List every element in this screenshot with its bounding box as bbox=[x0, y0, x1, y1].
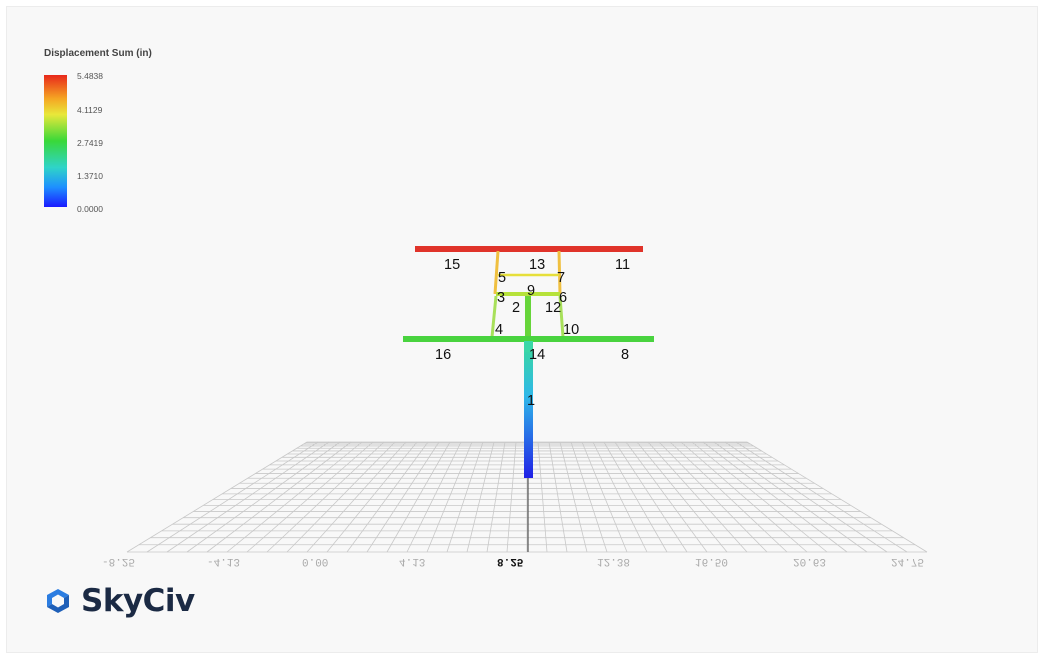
grid-line bbox=[537, 441, 548, 553]
grid-line bbox=[658, 441, 768, 553]
grid-line bbox=[669, 441, 788, 553]
skyciv-logo-icon bbox=[47, 589, 69, 613]
grid-line bbox=[614, 441, 688, 553]
x-tick-label: 20.63 bbox=[793, 555, 826, 567]
member-label-3: 3 bbox=[497, 290, 505, 306]
member-label-11: 11 bbox=[615, 257, 630, 273]
legend-tick-mid: 2.7419 bbox=[77, 138, 103, 148]
x-tick-label: 0.00 bbox=[302, 555, 328, 567]
legend-title: Displacement Sum (in) bbox=[44, 48, 152, 59]
grid-line bbox=[266, 441, 385, 553]
x-tick-label: 16.50 bbox=[695, 555, 728, 567]
brand-name: SkyCiv bbox=[81, 583, 195, 619]
grid-line bbox=[636, 441, 728, 553]
skyciv-logo[interactable]: SkyCiv bbox=[43, 581, 195, 621]
grid-line bbox=[592, 441, 648, 553]
member-label-13: 13 bbox=[529, 257, 545, 273]
ground-grid bbox=[126, 441, 928, 553]
member-label-10: 10 bbox=[563, 322, 579, 338]
grid-line bbox=[548, 441, 568, 553]
grid-line bbox=[724, 441, 888, 553]
x-axis-tick-labels: -8.25 -4.13 0.00 4.13 8.25 12.38 16.50 20.63 24.… bbox=[102, 555, 924, 567]
member-label-2: 2 bbox=[512, 300, 520, 316]
grid-line bbox=[702, 441, 848, 553]
grid-line bbox=[226, 441, 363, 553]
grid-line bbox=[570, 441, 608, 553]
grid-line bbox=[506, 441, 517, 553]
grid-line bbox=[466, 441, 495, 553]
member-3[interactable] bbox=[490, 295, 498, 338]
grid-line bbox=[306, 441, 407, 553]
grid-line bbox=[186, 441, 341, 553]
member-label-12: 12 bbox=[545, 300, 561, 316]
grid-line bbox=[680, 441, 808, 553]
x-tick-label: -4.13 bbox=[207, 555, 240, 567]
structure-3d-view[interactable]: -8.25 -4.13 0.00 4.13 8.25 12.38 16.50 20.63 24.… bbox=[7, 7, 1037, 652]
grid-line bbox=[486, 441, 506, 553]
grid-line bbox=[735, 441, 908, 553]
structure-members[interactable] bbox=[403, 246, 654, 478]
grid-line bbox=[559, 441, 588, 553]
grid-line bbox=[386, 441, 451, 553]
grid-line bbox=[647, 441, 748, 553]
member-label-14: 14 bbox=[529, 347, 545, 363]
member-label-6: 6 bbox=[559, 290, 567, 306]
grid-line bbox=[691, 441, 828, 553]
x-tick-label: -8.25 bbox=[102, 555, 135, 567]
grid-line bbox=[206, 441, 352, 553]
model-viewport[interactable]: -8.25 -4.13 0.00 4.13 8.25 12.38 16.50 20.63 24.… bbox=[6, 6, 1038, 653]
grid-line bbox=[581, 441, 628, 553]
grid-line bbox=[246, 441, 374, 553]
x-tick-label: 24.75 bbox=[891, 555, 924, 567]
member-7[interactable] bbox=[557, 250, 562, 295]
member-label-4: 4 bbox=[495, 322, 503, 338]
grid-line bbox=[406, 441, 462, 553]
legend-tick-high: 4.1129 bbox=[77, 105, 103, 115]
legend-tick-max: 5.4838 bbox=[77, 71, 103, 81]
member-label-15: 15 bbox=[444, 257, 460, 273]
grid-line bbox=[126, 441, 308, 553]
grid-line bbox=[746, 441, 928, 553]
grid-line bbox=[426, 441, 473, 553]
member-label-16: 16 bbox=[435, 347, 451, 363]
member-6[interactable] bbox=[558, 295, 565, 338]
grid-line bbox=[346, 441, 429, 553]
legend-color-bar bbox=[44, 75, 67, 207]
member-label-5: 5 bbox=[498, 270, 506, 286]
grid-line bbox=[446, 441, 484, 553]
legend-tick-low: 1.3710 bbox=[77, 171, 103, 181]
grid-line bbox=[286, 441, 396, 553]
grid-line bbox=[603, 441, 668, 553]
member-labels: 15 13 11 5 7 9 3 6 2 12 4 10 16 14 8 1 bbox=[435, 257, 630, 409]
grid-line bbox=[713, 441, 868, 553]
member-1[interactable] bbox=[524, 341, 533, 478]
member-label-8: 8 bbox=[621, 347, 629, 363]
grid-line bbox=[625, 441, 708, 553]
grid-line bbox=[326, 441, 418, 553]
x-tick-label: 12.38 bbox=[597, 555, 630, 567]
legend-tick-min: 0.0000 bbox=[77, 204, 103, 214]
member-label-7: 7 bbox=[557, 270, 565, 286]
member-5[interactable] bbox=[493, 250, 500, 295]
grid-line bbox=[366, 441, 440, 553]
x-tick-label: 8.25 bbox=[497, 555, 524, 567]
grid-line bbox=[146, 441, 319, 553]
grid-line bbox=[166, 441, 330, 553]
member-label-9: 9 bbox=[527, 283, 535, 299]
x-tick-label: 4.13 bbox=[399, 555, 425, 567]
member-label-1: 1 bbox=[527, 393, 535, 409]
